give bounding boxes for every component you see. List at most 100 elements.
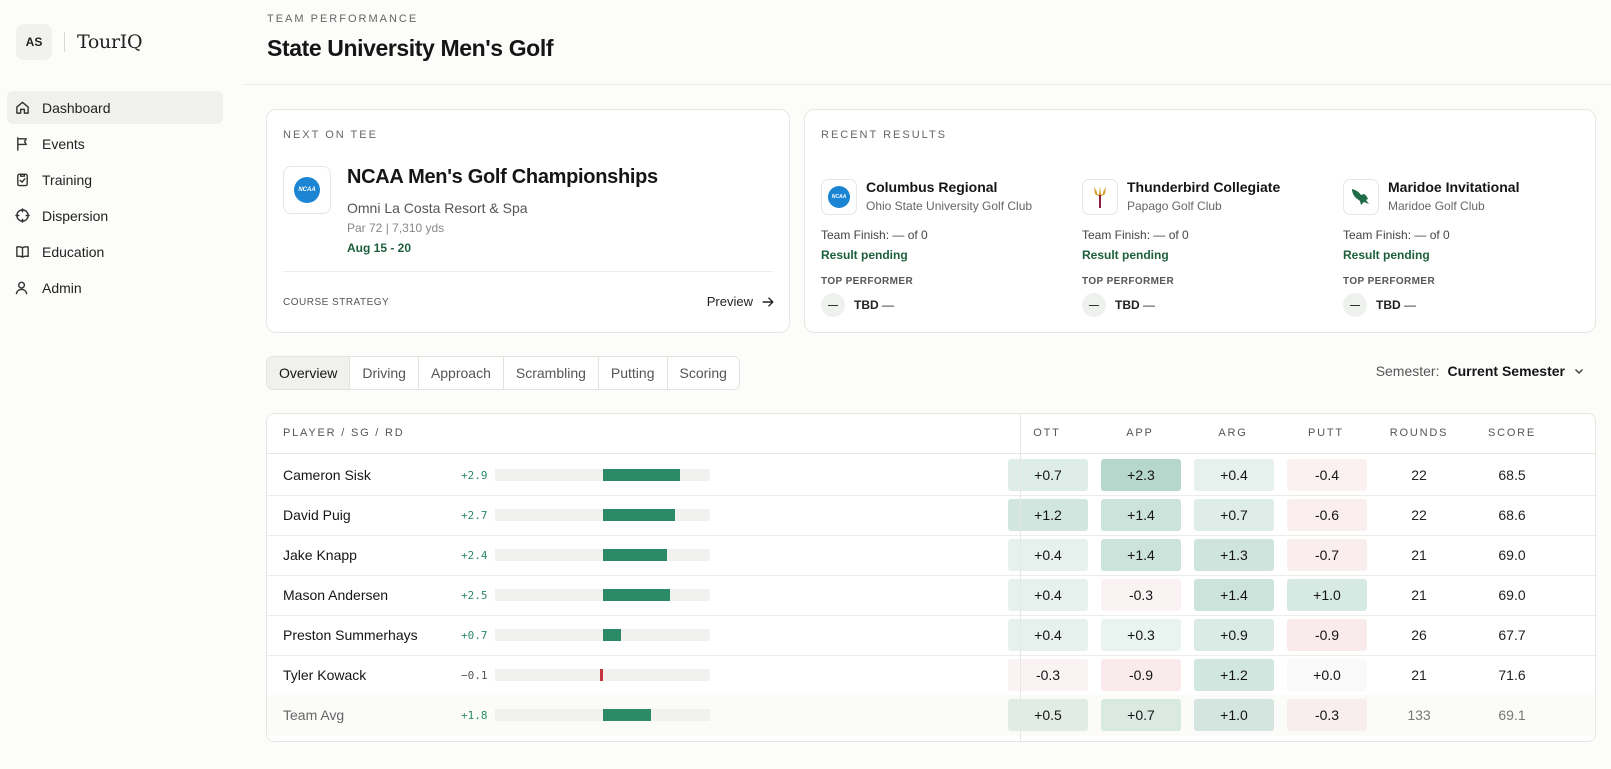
sg-arg-cell: +1.2 (1194, 659, 1274, 691)
sg-putt-cell: +1.0 (1287, 579, 1367, 611)
event-title[interactable]: NCAA Men's Golf Championships (347, 166, 658, 188)
sg-app-cell: +0.3 (1101, 619, 1181, 651)
tab-driving[interactable]: Driving (350, 357, 419, 389)
result-status: Result pending (1343, 248, 1430, 262)
tab-scrambling[interactable]: Scrambling (504, 357, 599, 389)
sg-bar (602, 549, 667, 561)
header-score[interactable]: SCORE (1487, 427, 1537, 439)
sidebar: AS TourIQ Dashboard Events Training Disp… (0, 0, 240, 769)
sidebar-item-training[interactable]: Training (7, 163, 223, 196)
score-value: 68.5 (1498, 467, 1526, 483)
target-icon (15, 208, 30, 223)
header-app[interactable]: APP (1126, 427, 1154, 439)
result-status: Result pending (821, 248, 908, 262)
recent-results-card: RECENT RESULTS NCAA Columbus Regional Oh… (804, 109, 1596, 333)
sg-bar-track (495, 629, 710, 641)
sg-putt-cell: -0.6 (1287, 499, 1367, 531)
performer-name: TBD (854, 298, 879, 312)
sg-bar (602, 589, 670, 601)
sg-total-value: +1.8 (461, 709, 488, 722)
sidebar-item-admin[interactable]: Admin (7, 271, 223, 304)
header-ott[interactable]: OTT (1033, 427, 1061, 439)
ncaa-logo: NCAA (294, 177, 320, 203)
sidebar-item-label: Events (42, 135, 85, 152)
sg-app-cell: +1.4 (1101, 539, 1181, 571)
preview-label: Preview (706, 294, 753, 309)
result-item[interactable]: Thunderbird Collegiate Papago Golf Club … (1066, 169, 1306, 319)
event-course-meta: Par 72 | 7,310 yds (347, 221, 445, 235)
book-icon (16, 246, 29, 258)
sg-total-value: +0.7 (461, 629, 488, 642)
tab-putting[interactable]: Putting (599, 357, 668, 389)
top-performer-label: TOP PERFORMER (1082, 276, 1175, 287)
sg-bar (602, 469, 681, 481)
sg-arg-cell: +0.4 (1194, 459, 1274, 491)
player-name: Mason Andersen (283, 587, 389, 603)
sg-app-cell: +1.4 (1101, 499, 1181, 531)
sg-bar (602, 709, 651, 721)
sg-total-value: +2.5 (461, 589, 488, 602)
eagle-logo (1352, 189, 1369, 205)
sg-arg-cell: +1.0 (1194, 699, 1274, 731)
page-eyebrow: TEAM PERFORMANCE (267, 13, 419, 25)
sg-total-value: +2.4 (461, 549, 488, 562)
sidebar-item-dispersion[interactable]: Dispersion (7, 199, 223, 232)
sidebar-item-label: Dispersion (42, 207, 109, 224)
sidebar-item-label: Admin (42, 279, 82, 296)
strokes-gained-table: PLAYER / SG / RD OTT APP ARG PUTT ROUNDS… (266, 413, 1596, 742)
result-item[interactable]: Maridoe Invitational Maridoe Golf Club T… (1327, 169, 1567, 319)
table-row[interactable]: Jake Knapp +2.4 +0.4 +1.4 +1.3 -0.7 21 69.0 (267, 535, 1595, 576)
sg-bar-track (495, 669, 710, 681)
sg-putt-cell: -0.4 (1287, 459, 1367, 491)
sg-bar-track (495, 549, 710, 561)
team-finish: Team Finish: — of 0 (1082, 228, 1189, 242)
sidebar-item-education[interactable]: Education (7, 235, 223, 268)
page-title: State University Men's Golf (267, 35, 554, 61)
sidebar-item-label: Training (42, 171, 93, 188)
header-arg[interactable]: ARG (1218, 427, 1248, 439)
team-finish-value: — of 0 (892, 228, 928, 242)
sg-putt-cell: -0.3 (1287, 699, 1367, 731)
event-dates: Aug 15 - 20 (347, 241, 412, 255)
table-row[interactable]: David Puig +2.7 +1.2 +1.4 +0.7 -0.6 22 68.6 (267, 495, 1595, 536)
header-rounds[interactable]: ROUNDS (1389, 427, 1449, 439)
table-row[interactable]: Preston Summerhays +0.7 +0.4 +0.3 +0.9 -0.9 26… (267, 615, 1595, 656)
event-logo (1343, 179, 1379, 215)
player-name: Team Avg (283, 707, 345, 723)
header-putt[interactable]: PUTT (1308, 427, 1344, 439)
table-row[interactable]: Tyler Kowack −0.1 -0.3 -0.9 +1.2 +0.0 21 71.6 (267, 655, 1595, 696)
team-finish-label: Team Finish: (1343, 228, 1412, 242)
clipboard-icon (17, 173, 28, 187)
tab-overview[interactable]: Overview (267, 357, 351, 389)
user-avatar[interactable]: AS (16, 24, 52, 60)
preview-button[interactable]: Preview (707, 294, 775, 309)
sidebar-item-dashboard[interactable]: Dashboard (7, 91, 223, 124)
tab-approach[interactable]: Approach (419, 357, 504, 389)
sidebar-item-events[interactable]: Events (7, 127, 223, 160)
result-event-name: Maridoe Invitational (1388, 179, 1520, 195)
team-finish-value: — of 0 (1414, 228, 1450, 242)
player-name: Cameron Sisk (283, 467, 371, 483)
score-value: 69.1 (1498, 707, 1526, 723)
performer-avatar: — (1343, 293, 1367, 317)
sg-arg-cell: +0.9 (1194, 619, 1274, 651)
brand-logo[interactable]: TourIQ (77, 31, 143, 53)
sidebar-nav: Dashboard Events Training Dispersion Edu… (7, 91, 223, 307)
arrow-right-icon (762, 296, 774, 307)
team-average-row[interactable]: Team Avg +1.8 +0.5 +0.7 +1.0 -0.3 133 69.1 (267, 695, 1595, 736)
table-row[interactable]: Mason Andersen +2.5 +0.4 -0.3 +1.4 +1.0 21 69.0 (267, 575, 1595, 616)
table-row[interactable]: Cameron Sisk +2.9 +0.7 +2.3 +0.4 -0.4 22 68.5 (267, 455, 1595, 496)
score-value: 71.6 (1498, 667, 1526, 683)
flag-icon (17, 137, 27, 151)
score-value: 69.0 (1498, 547, 1526, 563)
tab-scoring[interactable]: Scoring (679, 365, 727, 381)
column-divider (1020, 414, 1021, 741)
sg-bar (599, 669, 603, 681)
result-club: Maridoe Golf Club (1388, 199, 1485, 213)
semester-select[interactable]: Semester: Current Semester (1376, 363, 1585, 379)
sg-ott-cell: +0.7 (1008, 459, 1088, 491)
performer-name: TBD (1376, 298, 1401, 312)
sg-putt-cell: -0.9 (1287, 619, 1367, 651)
sg-bar-track (495, 469, 710, 481)
result-item[interactable]: NCAA Columbus Regional Ohio State Univer… (805, 169, 1045, 319)
